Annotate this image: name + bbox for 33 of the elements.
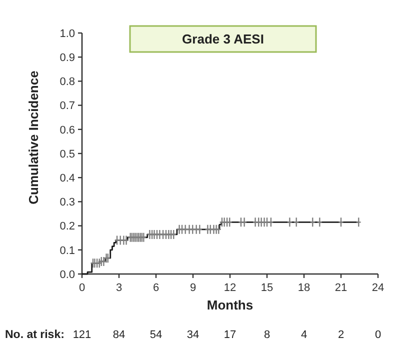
x-tick-label: 18 xyxy=(298,282,310,294)
y-tick-label: 1.0 xyxy=(60,28,75,40)
text: 8 xyxy=(264,328,270,341)
x-tick-label: 12 xyxy=(224,282,236,294)
text: 2 xyxy=(338,328,344,341)
text: 0 xyxy=(374,328,382,341)
x-axis-title: Months xyxy=(206,298,254,313)
text: 34 xyxy=(186,328,200,341)
x-tick-label: 24 xyxy=(372,282,384,294)
x-tick-label: 9 xyxy=(190,282,196,294)
x-tick-label: 3 xyxy=(116,282,122,294)
chart-title: Grade 3 AESI xyxy=(182,32,264,47)
text: 17 xyxy=(224,328,236,341)
x-tick-label: 0 xyxy=(78,282,86,294)
text: No. at risk: xyxy=(5,329,64,342)
y-tick-label: 0.8 xyxy=(60,76,75,88)
x-tick-label: 6 xyxy=(152,282,160,294)
text: 84 xyxy=(112,328,126,341)
y-tick-label: 0.0 xyxy=(60,268,75,281)
y-tick-label: 0.2 xyxy=(60,220,75,233)
text: 121 xyxy=(72,328,92,341)
text: 4 xyxy=(300,328,308,341)
y-axis-title: Cumulative Incidence xyxy=(26,70,41,204)
y-tick-label: 0.6 xyxy=(60,124,75,136)
y-tick-label: 0.3 xyxy=(60,196,75,209)
y-tick-label: 0.1 xyxy=(60,244,75,257)
x-tick-label: 21 xyxy=(334,282,348,294)
y-tick-label: 0.4 xyxy=(60,172,75,184)
y-tick-label: 0.5 xyxy=(60,148,75,160)
y-tick-label: 0.7 xyxy=(60,100,75,112)
text: 54 xyxy=(150,328,162,341)
x-tick-label: 15 xyxy=(260,282,274,294)
y-tick-label: 0.9 xyxy=(60,52,75,64)
